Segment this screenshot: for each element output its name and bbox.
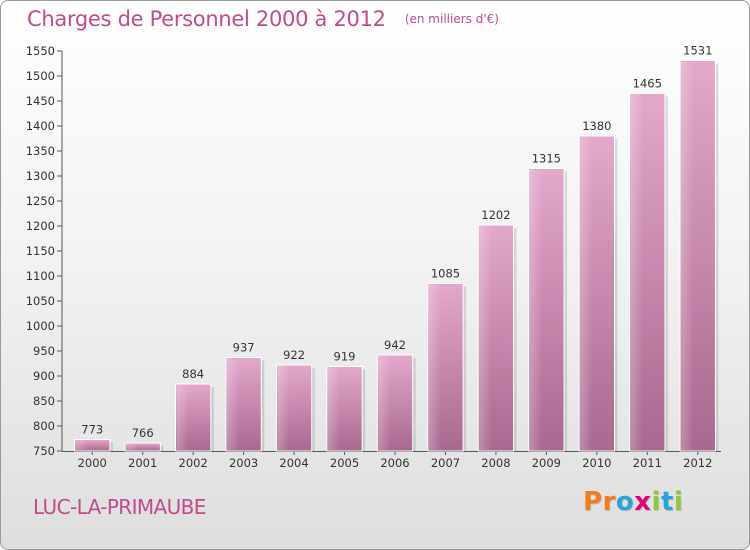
y-tick-label: 1250 [26, 194, 55, 208]
logo-letter: t [660, 487, 674, 517]
y-tick-label: 850 [33, 394, 55, 408]
chart-subtitle: (en milliers d'€) [404, 12, 499, 26]
logo-letter: i [651, 487, 661, 517]
x-tick-label: 2001 [128, 456, 157, 470]
x-tick-label: 2000 [78, 456, 107, 470]
bar-highlight [176, 385, 189, 450]
x-tick-label: 2003 [229, 456, 258, 470]
y-tick-label: 1100 [26, 269, 55, 283]
bar-2001 [124, 442, 161, 452]
x-tick-label: 2008 [481, 456, 510, 470]
x-tick-label: 2011 [633, 456, 662, 470]
bar-highlight [580, 137, 593, 450]
x-tick-label: 2004 [279, 456, 308, 470]
value-label-2011: 1465 [633, 77, 662, 91]
y-tick-label: 1200 [26, 219, 55, 233]
chart-title-block: Charges de Personnel 2000 à 2012 (en mil… [27, 7, 499, 31]
bar-highlight [75, 440, 88, 450]
logo-letter: i [673, 487, 684, 517]
y-tick-label: 1400 [26, 119, 55, 133]
y-tick-label: 800 [33, 419, 55, 433]
y-tick-label: 1350 [26, 144, 55, 158]
x-tick-label: 2006 [380, 456, 409, 470]
bar-highlight [479, 226, 492, 450]
value-label-2000: 773 [81, 423, 103, 437]
y-tick-label: 900 [33, 369, 55, 383]
y-tick-label: 1150 [26, 244, 55, 258]
value-label-2007: 1085 [431, 267, 460, 281]
bar-highlight [226, 358, 240, 450]
y-tick-label: 1500 [26, 69, 55, 83]
bar-highlight [378, 356, 391, 450]
value-label-2010: 1380 [582, 119, 611, 133]
y-tick-label: 1000 [26, 319, 55, 333]
bar-highlight [327, 367, 341, 450]
bar-highlight [428, 284, 442, 450]
value-label-2001: 766 [132, 426, 154, 440]
axes: 750 800 850 900 950 1000 1050 1100 1150 1200 1250 1… [26, 44, 721, 470]
bars [74, 60, 719, 452]
logo-letter: x [634, 487, 652, 517]
value-label-2005: 919 [334, 350, 356, 364]
value-label-2009: 1315 [532, 152, 561, 166]
value-label-2002: 884 [182, 367, 204, 381]
bar-highlight [681, 61, 694, 450]
value-label-2008: 1202 [481, 208, 510, 222]
logo-letter: o [615, 487, 635, 517]
value-label-2003: 937 [233, 341, 255, 355]
bar-highlight [630, 94, 644, 450]
x-tick-label: 2002 [179, 456, 208, 470]
x-tick-label: 2012 [683, 456, 712, 470]
logo-letter: P [583, 487, 603, 517]
value-label-2004: 922 [283, 348, 305, 362]
value-label-2012: 1531 [683, 44, 712, 58]
proxiti-logo: Proxiti [583, 487, 683, 517]
bar-highlight [126, 444, 139, 450]
x-tick-label: 2009 [532, 456, 561, 470]
y-tick-label: 1450 [26, 94, 55, 108]
bar-highlight [529, 169, 543, 450]
bar-highlight [277, 366, 290, 450]
y-tick-label: 1050 [26, 294, 55, 308]
value-labels: 773 766 884 937 922 919 942 1085 1202 1315 1380 146… [81, 44, 712, 441]
y-tick-label: 750 [33, 444, 55, 458]
commune-name: LUC-LA-PRIMAUBE [33, 495, 206, 519]
y-tick-label: 1550 [26, 44, 55, 58]
logo-letter: r [602, 487, 616, 517]
y-tick-label: 1300 [26, 169, 55, 183]
x-tick-label: 2005 [330, 456, 359, 470]
chart-title: Charges de Personnel 2000 à 2012 [27, 7, 386, 31]
x-tick-label: 2007 [431, 456, 460, 470]
y-tick-label: 950 [33, 344, 55, 358]
bar-2000 [74, 439, 111, 452]
value-label-2006: 942 [384, 338, 406, 352]
x-tick-label: 2010 [582, 456, 611, 470]
